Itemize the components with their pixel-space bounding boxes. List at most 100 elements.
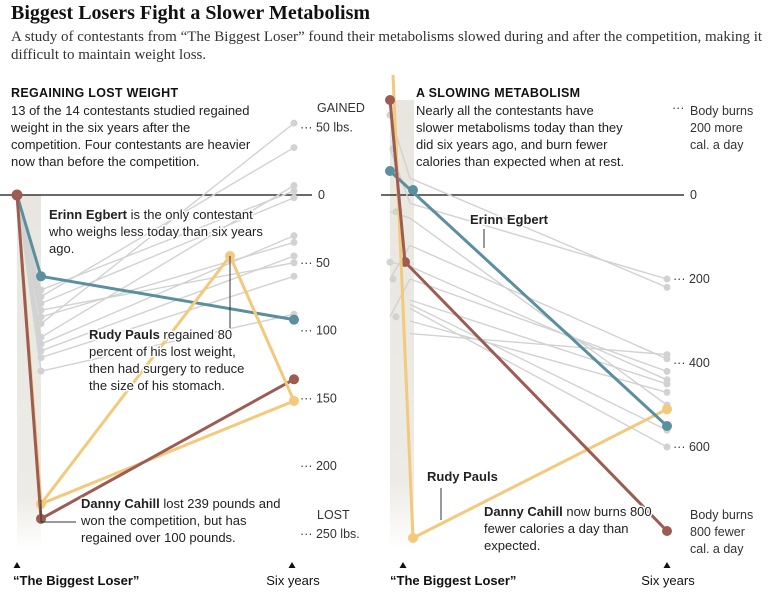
metabolism-annotation-erinn: Erinn Egbert (470, 212, 549, 227)
weight-panel-header: REGAINING LOST WEIGHT (11, 86, 178, 100)
weight-contestant-start-dot (37, 313, 45, 321)
metabolism-contestant-line (409, 265, 671, 384)
metabolism-series-erinn-egbert (385, 166, 672, 431)
weight-regain-segment (40, 190, 295, 291)
weight-y-tick-label: ··· 50 lbs. (300, 120, 353, 134)
weight-annotation-erinn-text: is the only contestant (127, 207, 253, 222)
weight-gained-label: GAINED (317, 101, 365, 115)
metabolism-contestant-end-dot (663, 388, 671, 396)
weight-contestant-end-dot (290, 252, 298, 260)
metabolism-annotation-danny-line: Danny Cahill now burns 800 (484, 504, 652, 519)
metabolism-early-dot (392, 313, 400, 321)
metabolism-y-tick-label: 0 (690, 188, 697, 202)
metabolism-contestant-segment (409, 320, 668, 394)
weight-drop-segment (16, 194, 42, 311)
weight-regain-segment (40, 262, 295, 311)
weight-annotation-danny-line: Danny Cahill lost 239 pounds and (81, 496, 280, 511)
metabolism-contestant-segment (409, 202, 668, 280)
metabolism-contestant-segment (409, 177, 668, 289)
weight-regain-segment (40, 122, 295, 325)
metabolism-contestant-end-dot (663, 351, 671, 359)
page-title: Biggest Losers Fight a Slower Metabolism (11, 2, 371, 24)
metabolism-early-segment (389, 278, 411, 318)
metabolism-panel-description-line: slower metabolisms today than they (416, 120, 623, 135)
weight-y-tick-label: 0 (318, 188, 325, 202)
weight-common-start-dot (11, 189, 23, 201)
metabolism-bottom-label-line: 800 fewer (690, 525, 745, 539)
metabolism-contestant-end-dot (663, 283, 671, 291)
weight-contestant-line (16, 194, 298, 314)
metabolism-top-label-line: 200 more (690, 121, 743, 135)
weight-contestant-end-dot (290, 144, 298, 152)
metabolism-series-start-dot (385, 166, 395, 176)
weight-regain-segment (40, 241, 295, 318)
weight-annotation-rudy-line: percent of his lost weight, (89, 344, 236, 359)
weight-x-caret-left (13, 562, 21, 568)
metabolism-x-label-left: “The Biggest Loser” (390, 573, 516, 588)
metabolism-series-end-dot (662, 421, 672, 431)
metabolism-y-tick-label: ··· 600 (673, 440, 710, 454)
page-subtitle: A study of contestants from “The Biggest… (11, 29, 763, 63)
metabolism-contestant-segment (409, 217, 668, 406)
metabolism-panel-description-line: did six years ago, and burn fewer (416, 137, 608, 152)
weight-x-label-left: “The Biggest Loser” (13, 573, 139, 588)
metabolism-x-caret-right (663, 562, 671, 568)
weight-series-drop (15, 194, 43, 519)
metabolism-series-segment (403, 260, 669, 533)
weight-series-regain (40, 274, 295, 322)
weight-annotation-danny-text: lost 239 pounds and (160, 496, 281, 511)
metabolism-danny-early-segment (388, 99, 407, 263)
metabolism-contestant-line (409, 307, 671, 451)
weight-regain-segment (40, 255, 295, 352)
metabolism-series-segment (388, 169, 669, 428)
metabolism-contestant-segment (409, 303, 668, 431)
metabolism-panel-header: A SLOWING METABOLISM (416, 86, 580, 100)
metabolism-contestant-segment (409, 244, 668, 360)
metabolism-series-segment (412, 407, 668, 540)
metabolism-contestant-line (409, 299, 671, 388)
metabolism-top-label-line: cal. a day (690, 138, 744, 152)
metabolism-contestant-end-dot (663, 380, 671, 388)
metabolism-contestant-segment (409, 332, 668, 356)
metabolism-early-dot (389, 275, 397, 283)
metabolism-contestant-segment (409, 265, 668, 381)
weight-regain-segment (40, 235, 295, 345)
weight-y-tick-label: ··· 100 (300, 324, 337, 338)
weight-series-regain (40, 377, 295, 521)
metabolism-annotation-rudy: Rudy Pauls (427, 469, 498, 484)
metabolism-contestant-line (409, 332, 671, 359)
metabolism-contestant-line (409, 202, 671, 283)
weight-regain-segment (40, 184, 295, 338)
weight-panel-description-line: 13 of the 14 contestants studied regaine… (11, 103, 250, 118)
weight-annotation-danny-line: won the competition, but has (80, 513, 247, 528)
weight-annotation-danny-name: Danny Cahill (81, 496, 160, 511)
metabolism-erinn-mid-dot (408, 185, 418, 195)
weight-contestant-end-dot (290, 187, 298, 195)
weight-lost-label: LOST (317, 508, 350, 522)
weight-annotation-erinn-line: Erinn Egbert is the only contestant (49, 207, 253, 222)
metabolism-annotation-danny-text: now burns 800 (563, 504, 652, 519)
weight-danny-leader-line (40, 500, 76, 523)
weight-contestant-end-dot (290, 194, 298, 202)
weight-panel-description-line: competition. Four contestants are heavie… (11, 137, 251, 152)
metabolism-annotation-danny-line: fewer calories a day than (484, 521, 629, 536)
metabolism-contestant-segment (409, 299, 668, 385)
metabolism-bottom-label-line: cal. a day (690, 542, 744, 556)
metabolism-annotation-danny-name: Danny Cahill (484, 504, 563, 519)
metabolism-y-tick-label: ··· 200 (673, 272, 710, 286)
weight-contestant-end-dot (290, 259, 298, 267)
weight-series-erinn-egbert (15, 194, 299, 325)
weight-series-end-dot (289, 374, 299, 385)
weight-contestant-end-dot (290, 238, 298, 246)
weight-annotation-rudy-line: then had surgery to reduce (89, 361, 244, 376)
metabolism-panel-description-line: calories than expected when at rest. (416, 154, 624, 169)
weight-series-end-dot (289, 314, 299, 325)
metabolism-x-label-right: Six years (641, 573, 695, 588)
weight-contestant-start-dot (37, 286, 45, 294)
metabolism-contestant-segment (409, 278, 668, 373)
weight-series-drop (15, 194, 43, 277)
weight-regain-segment (40, 275, 295, 359)
metabolism-bottom-label-line: Body burns (690, 508, 753, 522)
metabolism-contestant-end-dot (663, 275, 671, 283)
